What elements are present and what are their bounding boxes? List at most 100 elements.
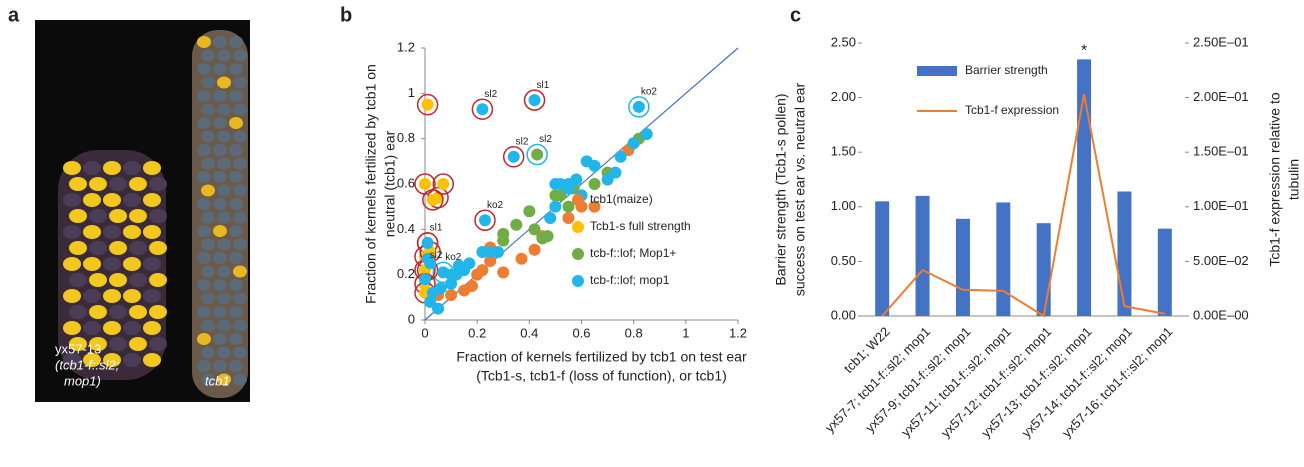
- x-tick-label: 0.4: [520, 325, 538, 340]
- kernel: [213, 90, 227, 102]
- bar: [915, 195, 930, 316]
- kernel: [217, 265, 231, 278]
- y2-tick-label: 5.00E–02: [1193, 253, 1249, 268]
- kernel: [197, 333, 211, 345]
- highlight-ring: [502, 146, 525, 168]
- kernel: [63, 289, 81, 303]
- kernel: [109, 209, 127, 223]
- bar: [1036, 223, 1051, 316]
- kernel: [217, 184, 231, 197]
- kernel: [217, 103, 231, 116]
- kernel: [123, 289, 141, 303]
- kernel: [201, 184, 215, 197]
- kernel: [217, 157, 231, 170]
- kernel: [123, 353, 141, 367]
- kernel: [83, 161, 101, 175]
- y2-axis-label: Tcb1-f expression relative to: [1267, 92, 1283, 267]
- kernel: [217, 292, 231, 305]
- kernel: [233, 130, 247, 143]
- kernel: [69, 273, 87, 287]
- annotation: sl2: [516, 136, 529, 147]
- kernel: [229, 306, 243, 318]
- kernel: [123, 257, 141, 271]
- point: [632, 100, 645, 113]
- kernel: [201, 238, 215, 251]
- kernel: [229, 144, 243, 156]
- kernel: [213, 198, 227, 210]
- kernel: [197, 279, 211, 291]
- kernel: [233, 184, 247, 197]
- kernel: [197, 306, 211, 318]
- kernel: [89, 209, 107, 223]
- y2-axis-label: tubulin: [1286, 159, 1302, 200]
- kernel: [83, 257, 101, 271]
- point: [570, 173, 583, 186]
- y-tick-label: 0.6: [397, 175, 415, 190]
- kernel: [197, 360, 211, 372]
- point: [419, 273, 431, 286]
- kernel: [143, 225, 161, 239]
- kernel: [129, 177, 147, 191]
- kernel: [149, 209, 167, 223]
- photo-label: yx57-13: [55, 341, 101, 356]
- kernel: [197, 36, 211, 48]
- kernel: [143, 257, 161, 271]
- kernel: [83, 289, 101, 303]
- kernel: [217, 373, 231, 386]
- point: [614, 150, 627, 163]
- y2-tick-label: 2.00E–01: [1193, 89, 1249, 104]
- kernel: [229, 333, 243, 345]
- kernel: [233, 157, 247, 170]
- highlight-ring: [628, 96, 650, 118]
- highlight-ring: [474, 209, 496, 232]
- y-tick-label: 1.00: [831, 198, 856, 213]
- kernel: [129, 273, 147, 287]
- point: [609, 166, 622, 179]
- point: [463, 257, 476, 270]
- point: [531, 148, 544, 161]
- x-tick-label: 0: [421, 325, 428, 340]
- point: [421, 236, 434, 249]
- point: [434, 282, 447, 295]
- kernel: [233, 346, 247, 359]
- kernel: [201, 346, 215, 359]
- kernel: [69, 177, 87, 191]
- kernel: [229, 117, 243, 129]
- kernel: [83, 321, 101, 335]
- kernel: [143, 289, 161, 303]
- point: [426, 193, 439, 206]
- kernel: [109, 337, 127, 351]
- y-tick-label: 2.50: [831, 34, 856, 49]
- kernel: [213, 252, 227, 264]
- legend-label: tcb-f::lof; mop1: [590, 273, 670, 287]
- kernel: [233, 49, 247, 62]
- point: [507, 150, 520, 163]
- kernel: [149, 273, 167, 287]
- y-tick-label: 0.2: [397, 266, 415, 281]
- point: [432, 302, 445, 315]
- y2-tick-label: 1.50E–01: [1193, 144, 1249, 159]
- kernel: [233, 292, 247, 305]
- kernel: [129, 337, 147, 351]
- legend-marker: [572, 221, 584, 233]
- photo-label: tcb1: [205, 373, 230, 388]
- y-tick-label: 0.50: [831, 253, 856, 268]
- value-label: *: [1081, 43, 1087, 60]
- bar: [1077, 59, 1092, 316]
- kernel: [89, 337, 107, 351]
- kernel: [197, 198, 211, 210]
- kernel: [63, 193, 81, 207]
- y-tick-label: 0.00: [831, 307, 856, 322]
- kernel: [197, 144, 211, 156]
- kernel: [103, 193, 121, 207]
- y-axis-label: success on test ear vs. neutral ear: [792, 83, 808, 297]
- y2-tick-label: 2.50E–01: [1193, 34, 1249, 49]
- kernel: [103, 289, 121, 303]
- kernel: [83, 193, 101, 207]
- point: [492, 246, 505, 258]
- kernel: [233, 319, 247, 332]
- kernel: [109, 177, 127, 191]
- kernel: [89, 177, 107, 191]
- kernel: [229, 225, 243, 237]
- kernel: [217, 130, 231, 143]
